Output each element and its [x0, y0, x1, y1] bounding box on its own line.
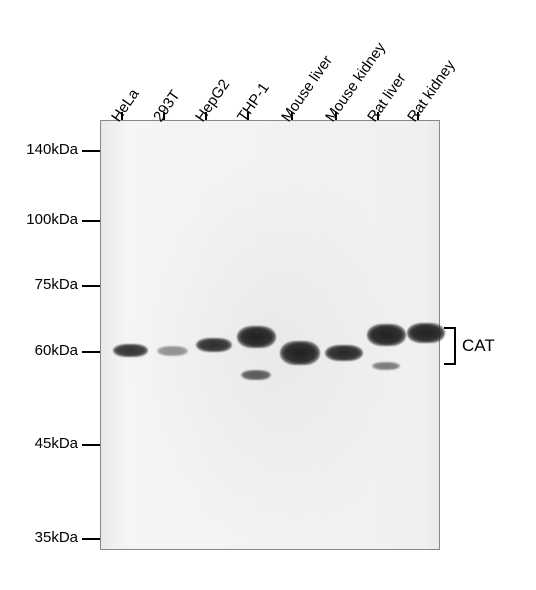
lane-tick: [377, 112, 379, 120]
lane-tick: [291, 112, 293, 120]
lane-label: Rat kidney: [404, 57, 459, 125]
band: [372, 362, 400, 370]
mw-label: 75kDa: [35, 276, 78, 293]
target-label: CAT: [462, 336, 495, 356]
band: [367, 324, 406, 346]
band: [325, 345, 363, 361]
mw-tick: [82, 538, 100, 540]
band: [407, 323, 445, 343]
mw-label: 60kDa: [35, 342, 78, 359]
band: [280, 341, 320, 365]
mw-tick: [82, 150, 100, 152]
band: [237, 326, 276, 348]
band: [196, 338, 232, 352]
mw-label: 35kDa: [35, 529, 78, 546]
lane-label: Rat liver: [364, 70, 409, 125]
mw-tick: [82, 444, 100, 446]
lane-tick: [335, 112, 337, 120]
western-blot: HeLa293THepG2THP-1Mouse liverMouse kidne…: [80, 120, 480, 550]
mw-label: 45kDa: [35, 435, 78, 452]
target-bracket: [444, 327, 456, 365]
mw-tick: [82, 285, 100, 287]
mw-tick: [82, 220, 100, 222]
mw-label: 140kDa: [26, 141, 78, 158]
lane-label: HepG2: [192, 76, 233, 125]
band: [113, 344, 148, 357]
lane-tick: [121, 112, 123, 120]
lane-tick: [247, 112, 249, 120]
band: [157, 346, 188, 356]
lane-tick: [163, 112, 165, 120]
lane-tick: [417, 112, 419, 120]
mw-label: 100kDa: [26, 211, 78, 228]
lane-label: THP-1: [234, 80, 273, 125]
band: [241, 370, 271, 380]
lane-tick: [205, 112, 207, 120]
mw-tick: [82, 351, 100, 353]
